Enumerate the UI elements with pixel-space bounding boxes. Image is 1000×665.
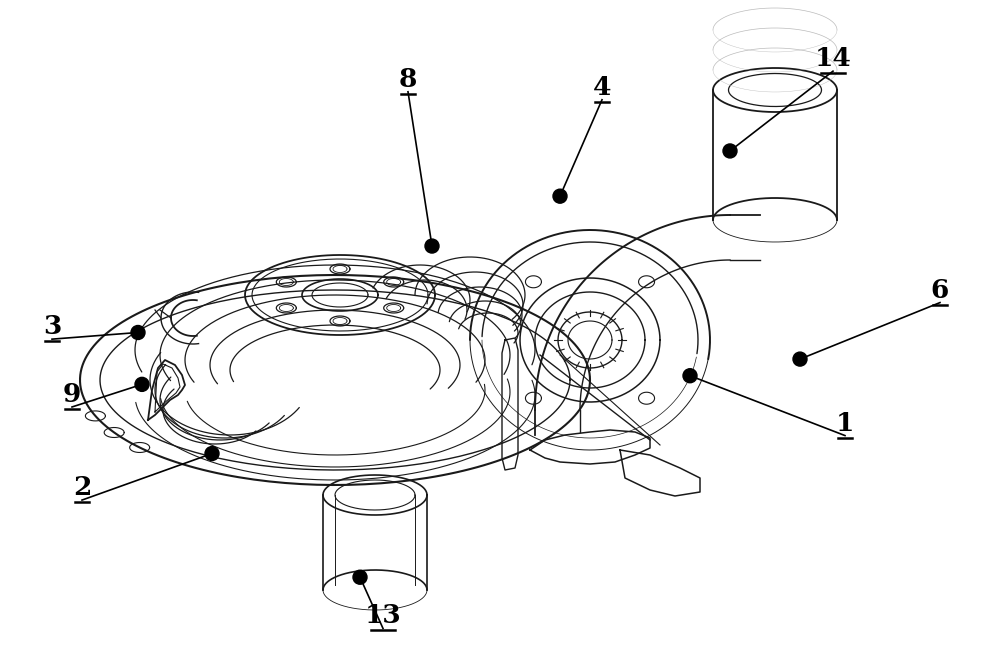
Circle shape: [553, 189, 567, 203]
Text: 1: 1: [836, 410, 854, 436]
Text: 4: 4: [593, 74, 611, 100]
Text: 8: 8: [399, 66, 417, 92]
Text: 9: 9: [63, 382, 81, 407]
Circle shape: [131, 325, 145, 340]
Text: 2: 2: [73, 475, 91, 500]
Text: 13: 13: [365, 603, 401, 628]
Text: 14: 14: [815, 46, 851, 71]
Circle shape: [205, 446, 219, 461]
Circle shape: [135, 377, 149, 392]
Circle shape: [425, 239, 439, 253]
Circle shape: [683, 368, 697, 383]
Circle shape: [353, 570, 367, 585]
Text: 6: 6: [931, 277, 949, 303]
Circle shape: [723, 144, 737, 158]
Text: 3: 3: [43, 314, 61, 339]
Circle shape: [793, 352, 807, 366]
